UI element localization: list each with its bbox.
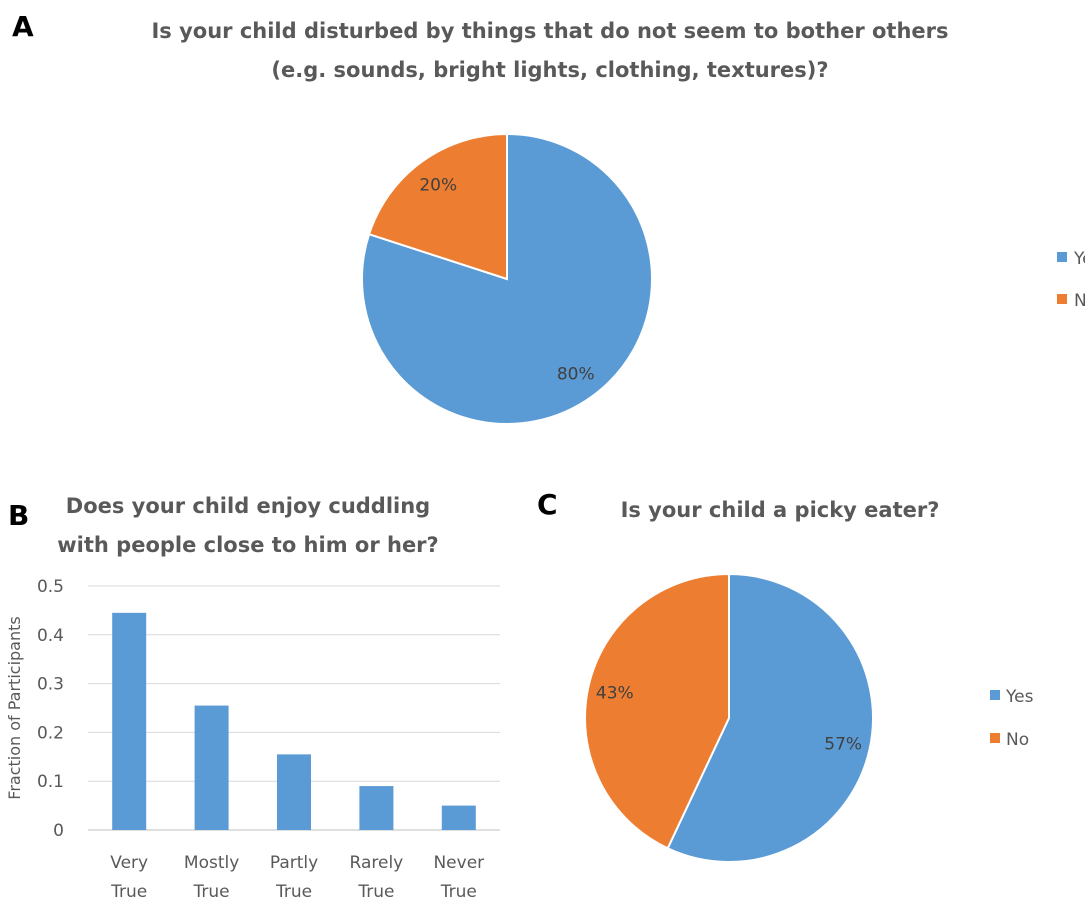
pie-c-slice-no: [584, 572, 730, 850]
legend-a-label-yes: Yes: [1073, 249, 1085, 269]
legend-a-swatch-yes: [1057, 252, 1067, 262]
legend-a-label-no: No: [1074, 291, 1085, 311]
panel-a-title-line-2: (e.g. sounds, bright lights, clothing, t…: [271, 58, 828, 82]
bar-never-true: [441, 805, 476, 830]
legend-c-label-yes: Yes: [1005, 687, 1034, 707]
x-tick-partly: Partly: [270, 853, 318, 873]
panel-a-title-line-1: Is your child disturbed by things that d…: [151, 19, 948, 43]
x-tick-rarely-true: True: [357, 882, 394, 902]
panel-c: C Is your child a picky eater? 57% 43% Y…: [537, 488, 1034, 863]
x-tick-never: Never: [433, 853, 484, 873]
panel-c-title: Is your child a picky eater?: [621, 498, 940, 522]
bar-partly-true: [277, 754, 311, 830]
pie-c-label-yes: 57%: [824, 735, 862, 755]
x-tick-mostly-true: True: [193, 882, 230, 902]
pie-a-slice-no: [367, 132, 508, 281]
panel-a-letter: A: [12, 10, 34, 43]
x-tick-mostly: Mostly: [184, 853, 239, 873]
y-axis-label: Fraction of Participants: [5, 616, 24, 799]
y-tick-0-3: 0.3: [37, 675, 64, 695]
y-tick-0-1: 0.1: [37, 772, 64, 792]
panel-b-title-line-2: with people close to him or her?: [57, 533, 438, 557]
x-tick-labels: Very True Mostly True Partly True Rarely…: [110, 853, 484, 902]
panel-c-legend: Yes No: [990, 687, 1034, 750]
bar-mostly-true: [194, 705, 229, 830]
panel-a: A Is your child disturbed by things that…: [12, 10, 1085, 425]
y-tick-0-4: 0.4: [37, 626, 64, 646]
pie-c-slice-yes: [666, 572, 874, 863]
y-tick-0-5: 0.5: [37, 577, 64, 597]
panel-b-letter: B: [8, 499, 29, 532]
bar-rarely-true: [359, 786, 394, 830]
panel-c-letter: C: [537, 488, 558, 521]
panel-b-title-line-1: Does your child enjoy cuddling: [66, 494, 430, 518]
panel-c-pie: 57% 43%: [584, 572, 874, 863]
panel-a-pie: 80% 20%: [361, 132, 653, 425]
legend-a-swatch-no: [1057, 294, 1067, 304]
bars: [112, 612, 476, 830]
panel-b: B Does your child enjoy cuddling with pe…: [5, 494, 500, 902]
legend-c-label-no: No: [1006, 730, 1029, 750]
bar-very-true: [112, 612, 147, 830]
legend-c-swatch-no: [990, 733, 1000, 743]
pie-a-label-yes: 80%: [557, 365, 595, 385]
y-tick-0-2: 0.2: [37, 723, 64, 743]
x-tick-very: Very: [110, 853, 148, 873]
x-tick-partly-true: True: [275, 882, 312, 902]
pie-a-label-no: 20%: [419, 175, 457, 195]
x-tick-rarely: Rarely: [350, 853, 404, 873]
y-tick-labels: 0 0.1 0.2 0.3 0.4 0.5: [37, 577, 64, 841]
legend-c-swatch-yes: [990, 690, 1000, 700]
x-tick-very-true: True: [110, 882, 147, 902]
y-tick-0: 0: [53, 821, 64, 841]
pie-c-label-no: 43%: [596, 683, 634, 703]
panel-a-legend: Yes No: [1057, 249, 1085, 311]
x-tick-never-true: True: [440, 882, 477, 902]
